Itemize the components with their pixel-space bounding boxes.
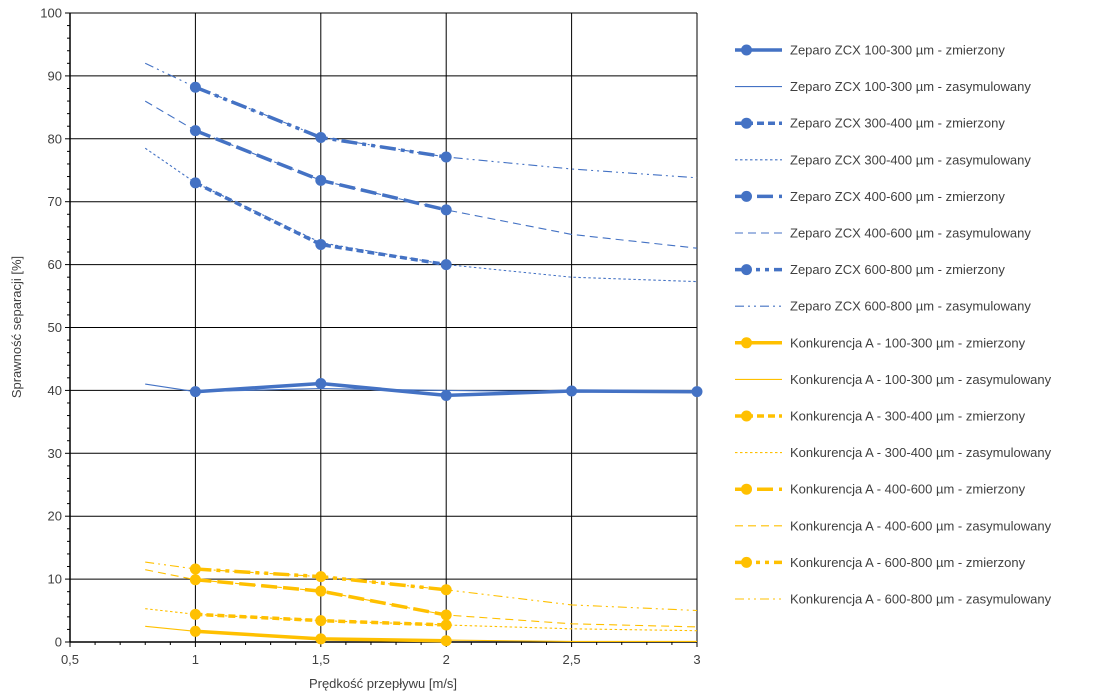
data-point <box>315 174 327 186</box>
axes <box>65 12 698 647</box>
data-point <box>566 385 578 397</box>
y-tick-label: 80 <box>48 131 62 146</box>
legend-marker <box>741 410 752 422</box>
series-lines <box>144 62 703 647</box>
legend-label: Konkurencja A - 600-800 µm - zmierzony <box>790 555 1026 570</box>
series-zeparo-solid-simulated <box>145 383 698 393</box>
legend-marker <box>741 190 752 202</box>
legend-label: Zeparo ZCX 300-400 µm - zmierzony <box>790 116 1005 131</box>
legend-label: Zeparo ZCX 600-800 µm - zasymulowany <box>790 299 1031 314</box>
legend: Zeparo ZCX 100-300 µm - zmierzony Zeparo … <box>735 43 1052 607</box>
x-tick-label: 2,5 <box>563 652 581 667</box>
legend-item: Konkurencja A - 100-300 µm - zmierzony <box>735 335 1026 350</box>
data-point <box>315 132 327 144</box>
legend-marker <box>741 117 752 129</box>
legend-marker <box>741 264 752 276</box>
series-zeparo-dot-simulated <box>144 147 698 283</box>
legend-label: Konkurencja A - 100-300 µm - zmierzony <box>790 335 1026 350</box>
legend-label: Konkurencja A - 400-600 µm - zmierzony <box>790 482 1026 497</box>
y-axis-label: Sprawność separacji [%] <box>9 256 24 398</box>
series-zeparo-dashdotdot-simulated <box>144 62 698 179</box>
y-tick-label: 30 <box>48 446 62 461</box>
legend-item: Zeparo ZCX 300-400 µm - zmierzony <box>735 116 1005 131</box>
x-axis-label: Prędkość przepływu [m/s] <box>309 676 457 691</box>
legend-item: Konkurencja A - 400-600 µm - zmierzony <box>735 482 1026 497</box>
legend-label: Zeparo ZCX 300-400 µm - zasymulowany <box>790 152 1031 167</box>
data-point <box>440 204 452 216</box>
legend-label: Konkurencja A - 600-800 µm - zasymulowan… <box>790 592 1052 607</box>
x-tick-labels: 0,5 1 1,5 2 2,5 3 <box>61 652 701 667</box>
series-line <box>144 100 698 249</box>
x-tick-label: 0,5 <box>61 652 79 667</box>
series-line <box>194 181 447 267</box>
legend-item: Zeparo ZCX 300-400 µm - zasymulowany <box>735 152 1031 167</box>
x-tick-label: 1,5 <box>312 652 330 667</box>
y-tick-label: 20 <box>48 509 62 524</box>
legend-label: Zeparo ZCX 100-300 µm - zmierzony <box>790 43 1005 58</box>
legend-marker <box>741 483 752 495</box>
y-tick-label: 70 <box>48 194 62 209</box>
y-tick-label: 10 <box>48 572 62 587</box>
series-line <box>145 608 698 632</box>
series-konkurencja-dot-simulated <box>145 608 698 632</box>
data-point <box>189 574 201 586</box>
legend-label: Zeparo ZCX 400-600 µm - zmierzony <box>790 189 1005 204</box>
legend-marker <box>741 337 752 349</box>
x-tick-label: 2 <box>443 652 450 667</box>
legend-label: Zeparo ZCX 100-300 µm - zasymulowany <box>790 79 1031 94</box>
data-point <box>315 633 327 645</box>
series-line <box>145 625 697 642</box>
legend-item: Konkurencja A - 300-400 µm - zmierzony <box>735 409 1026 424</box>
series-konkurencja-dashdotdot-simulated <box>145 561 698 612</box>
series-line <box>144 147 698 283</box>
legend-item: Zeparo ZCX 400-600 µm - zasymulowany <box>735 226 1031 241</box>
legend-label: Zeparo ZCX 400-600 µm - zasymulowany <box>790 226 1031 241</box>
legend-marker <box>741 44 752 56</box>
legend-item: Konkurencja A - 400-600 µm - zasymulowan… <box>735 518 1052 533</box>
legend-label: Konkurencja A - 300-400 µm - zmierzony <box>790 409 1026 424</box>
y-tick-label: 50 <box>48 320 62 335</box>
x-tick-label: 3 <box>693 652 700 667</box>
x-tick-label: 1 <box>192 652 199 667</box>
legend-item: Zeparo ZCX 400-600 µm - zmierzony <box>735 189 1005 204</box>
y-tick-label: 90 <box>48 68 62 83</box>
legend-label: Konkurencja A - 400-600 µm - zasymulowan… <box>790 518 1052 533</box>
series-zeparo-dash-simulated <box>144 100 698 249</box>
gridlines <box>70 12 698 642</box>
legend-item: Zeparo ZCX 100-300 µm - zasymulowany <box>735 79 1031 94</box>
legend-marker <box>741 556 752 568</box>
data-point <box>315 377 327 389</box>
y-tick-label: 100 <box>40 6 62 21</box>
y-tick-label: 60 <box>48 257 62 272</box>
series-zeparo-solid-measured <box>189 377 703 401</box>
legend-label: Konkurencja A - 100-300 µm - zasymulowan… <box>790 372 1052 387</box>
legend-label: Konkurencja A - 300-400 µm - zasymulowan… <box>790 445 1052 460</box>
legend-item: Konkurencja A - 100-300 µm - zasymulowan… <box>735 372 1052 387</box>
series-konkurencja-solid-simulated <box>145 625 697 642</box>
legend-item: Zeparo ZCX 600-800 µm - zasymulowany <box>735 299 1031 314</box>
legend-item: Konkurencja A - 300-400 µm - zasymulowan… <box>735 445 1052 460</box>
legend-item: Konkurencja A - 600-800 µm - zasymulowan… <box>735 592 1052 607</box>
data-point <box>691 386 703 398</box>
data-point <box>315 585 327 597</box>
data-point <box>440 151 452 163</box>
legend-item: Konkurencja A - 600-800 µm - zmierzony <box>735 555 1026 570</box>
series-konkurencja-dash-simulated <box>145 569 698 628</box>
data-point <box>440 635 452 647</box>
series-line <box>145 561 698 612</box>
series-line <box>144 62 698 179</box>
y-tick-labels: 0 10 20 30 40 50 60 70 80 90 100 <box>40 6 62 650</box>
legend-label: Zeparo ZCX 600-800 µm - zmierzony <box>790 262 1005 277</box>
data-point <box>440 389 452 401</box>
series-line <box>145 383 698 393</box>
legend-item: Zeparo ZCX 600-800 µm - zmierzony <box>735 262 1005 277</box>
y-tick-label: 40 <box>48 383 62 398</box>
y-tick-label: 0 <box>55 635 62 650</box>
series-line <box>145 569 698 628</box>
legend-item: Zeparo ZCX 100-300 µm - zmierzony <box>735 43 1005 58</box>
